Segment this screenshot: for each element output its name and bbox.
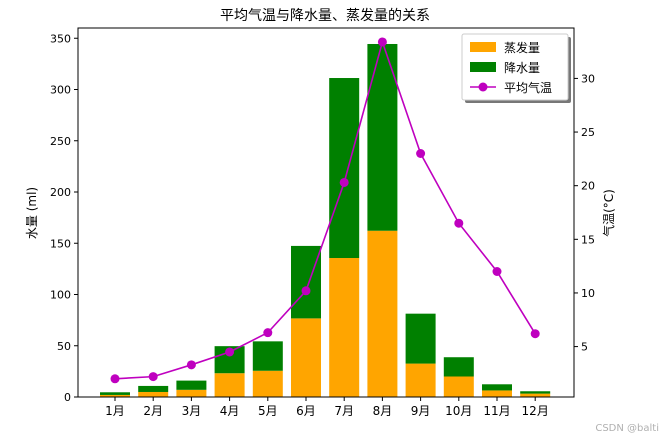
watermark: CSDN @balti: [595, 423, 659, 434]
legend-marker: [478, 82, 488, 92]
bar-evaporation-7: [329, 258, 360, 397]
x-tick-label: 2月: [143, 404, 163, 418]
temperature-point-5: [263, 328, 273, 338]
legend-swatch: [470, 62, 496, 72]
plot-frame: [77, 27, 575, 398]
bar-evaporation-1: [100, 394, 130, 397]
bar-evaporation-2: [138, 391, 169, 397]
temperature-point-6: [301, 286, 311, 296]
bar-evaporation-12: [520, 393, 551, 397]
y-tick-label: 0: [64, 391, 71, 404]
legend-swatch: [470, 42, 496, 52]
bars-layer: [100, 43, 551, 397]
y-tick-label: 50: [57, 340, 71, 353]
bar-evaporation-11: [482, 390, 512, 397]
y2-tick-label: 5: [581, 341, 588, 354]
y2-tick-label: 20: [581, 180, 595, 193]
bar-precipitation-3: [176, 380, 207, 390]
bar-precipitation-8: [367, 43, 398, 231]
bar-precipitation-9: [405, 313, 436, 364]
y-tick-label: 200: [50, 186, 71, 199]
y2-tick-label: 25: [581, 126, 595, 139]
bar-evaporation-10: [443, 376, 474, 397]
bar-evaporation-9: [405, 363, 436, 397]
temperature-point-2: [148, 372, 158, 382]
bar-evaporation-4: [214, 373, 245, 397]
y-tick-label: 300: [50, 84, 71, 97]
bar-precipitation-2: [138, 385, 169, 392]
bar-evaporation-6: [291, 318, 321, 397]
y-tick-label: 150: [50, 237, 71, 250]
legend-label: 降水量: [504, 61, 540, 75]
bar-precipitation-12: [520, 391, 551, 394]
bar-precipitation-5: [252, 341, 283, 371]
bar-precipitation-11: [482, 384, 512, 391]
x-tick-label: 4月: [220, 404, 240, 418]
x-tick-label: 1月: [105, 404, 125, 418]
temperature-point-7: [339, 177, 349, 187]
bar-evaporation-5: [252, 370, 283, 397]
temperature-point-12: [530, 329, 540, 339]
x-tick-label: 8月: [373, 404, 393, 418]
x-tick-label: 10月: [445, 404, 472, 418]
temperature-point-10: [454, 218, 464, 228]
bar-precipitation-1: [100, 392, 130, 395]
bar-evaporation-8: [367, 230, 398, 397]
x-tick-label: 7月: [334, 404, 354, 418]
y2-axis-label: 气温(°C): [601, 189, 616, 237]
y-tick-label: 350: [50, 32, 71, 45]
temperature-point-3: [186, 360, 196, 370]
x-tick-label: 6月: [296, 404, 316, 418]
x-tick-label: 9月: [411, 404, 431, 418]
y-axis-label: 水量 (ml): [25, 187, 39, 239]
y2-tick-label: 10: [581, 287, 595, 300]
y2-tick-label: 30: [581, 72, 595, 85]
x-tick-label: 5月: [258, 404, 278, 418]
legend-label: 蒸发量: [504, 40, 540, 55]
temperature-point-4: [225, 347, 235, 357]
bar-precipitation-10: [443, 357, 474, 377]
x-tick-label: 3月: [182, 404, 202, 418]
x-tick-label: 11月: [483, 404, 510, 418]
legend-label: 平均气温: [504, 80, 552, 95]
y2-tick-label: 15: [581, 233, 595, 246]
temperature-point-11: [492, 266, 502, 276]
temperature-point-1: [110, 374, 120, 384]
y-tick-label: 100: [50, 289, 71, 302]
temperature-line: [114, 39, 536, 380]
bar-precipitation-7: [329, 78, 360, 259]
y-tick-label: 250: [50, 135, 71, 148]
bar-precipitation-6: [291, 245, 321, 319]
bar-evaporation-3: [176, 389, 207, 397]
chart-title: 平均气温与降水量、蒸发量的关系: [220, 8, 430, 24]
x-tick-label: 12月: [522, 404, 549, 418]
axes-layer: 0 50 100 150 200 250 300 350 5 10 15 20 25 30 1月 2月 3月 4月…: [50, 32, 595, 418]
temperature-point-8: [377, 37, 387, 47]
line-layer: [110, 37, 540, 384]
temperature-point-9: [416, 149, 426, 159]
